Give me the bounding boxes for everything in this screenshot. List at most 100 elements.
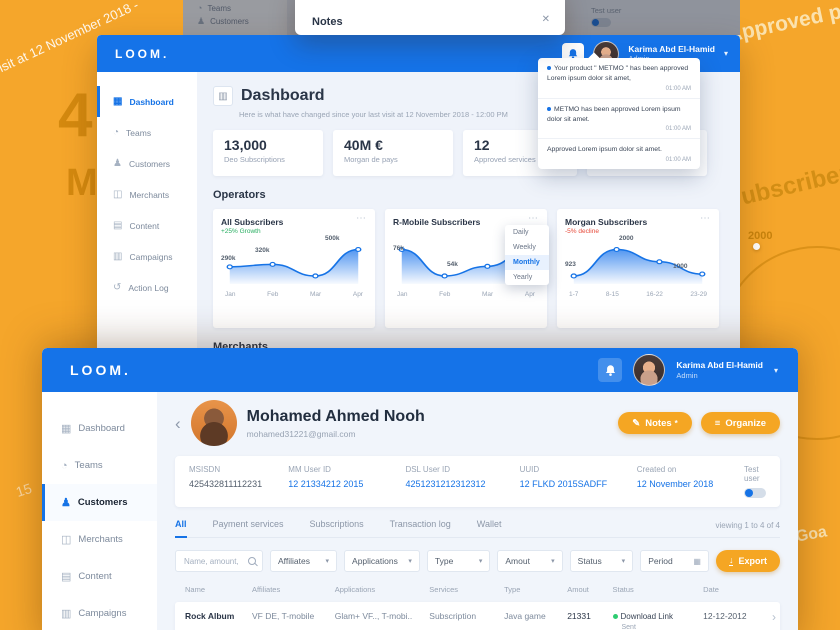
sidebar-item-campaigns[interactable]: ▥ Campaigns bbox=[42, 595, 157, 630]
column-header[interactable]: Date bbox=[703, 585, 719, 594]
operators-section-title: Operators bbox=[213, 189, 266, 201]
sidebar-item-teams[interactable]: ◔ Teams bbox=[183, 0, 287, 13]
sidebar-item-label: Teams bbox=[74, 460, 103, 471]
bell-icon bbox=[605, 364, 616, 376]
sidebar-item-dashboard[interactable]: ▦ Dashboard bbox=[97, 86, 197, 117]
sidebar-item-customers[interactable]: ♟ Customers bbox=[97, 148, 197, 179]
chart-title: Morgan Subscribers bbox=[565, 217, 648, 227]
notification-text: METMO has been approved Lorem ipsum dolo… bbox=[547, 105, 681, 123]
close-icon[interactable]: ✕ bbox=[541, 14, 550, 25]
teams-icon: ◔ bbox=[197, 3, 203, 13]
chevron-down-icon: ▾ bbox=[621, 558, 626, 565]
notification-item[interactable]: Approved Lorem ipsum dolor sit amet. 01:… bbox=[538, 139, 700, 169]
applications-dropdown[interactable]: Applications ▾ bbox=[344, 550, 420, 572]
tab-payment-services[interactable]: Payment services bbox=[212, 519, 284, 529]
tab-subscriptions[interactable]: Subscriptions bbox=[309, 519, 364, 529]
more-options-icon[interactable]: ⋯ bbox=[528, 213, 539, 224]
table-row[interactable]: Rock Album VF DE, T-mobile Glam+ VF.., T… bbox=[175, 602, 780, 630]
test-user-toggle[interactable] bbox=[591, 18, 611, 27]
customers-icon: ♟ bbox=[61, 497, 71, 509]
dropdown-label: Status bbox=[577, 556, 602, 566]
sidebar-item-merchants[interactable]: ◫ Merchants bbox=[97, 179, 197, 210]
field-value: 4251231212312312 bbox=[405, 479, 486, 489]
area-chart bbox=[570, 246, 706, 284]
type-dropdown[interactable]: Type ▾ bbox=[426, 550, 491, 572]
sidebar: ▦ Dashboard ◔ Teams ♟ Customers ◫ Mercha… bbox=[42, 392, 157, 630]
status-sub-text: Sent bbox=[621, 624, 636, 630]
tab-wallet[interactable]: Wallet bbox=[476, 519, 502, 529]
operator-charts: All Subscribers +25% Growth ⋯ 290k 320k … bbox=[213, 209, 724, 328]
notifications-bell-button[interactable] bbox=[598, 358, 623, 382]
stat-label: Morgan de pays bbox=[344, 155, 398, 164]
chevron-down-icon[interactable]: ▾ bbox=[723, 49, 728, 58]
column-header[interactable]: Status bbox=[612, 585, 634, 594]
status-dropdown[interactable]: Status ▾ bbox=[569, 550, 634, 572]
strip-sidebar: ◔ Teams ♟ Customers bbox=[183, 0, 287, 35]
amount-dropdown[interactable]: Amout ▾ bbox=[497, 550, 563, 572]
user-avatar[interactable] bbox=[633, 354, 666, 386]
notifications-panel: Your product " METMO " has been approved… bbox=[538, 58, 700, 170]
search-box[interactable] bbox=[175, 550, 263, 572]
stat-label: Approved services bbox=[474, 155, 536, 164]
field-value: 12 November 2018 bbox=[636, 479, 714, 489]
page-subtitle: Here is what have changed since your las… bbox=[239, 110, 508, 119]
cell-amount: 21331 bbox=[567, 611, 591, 621]
stat-card-deo-subscriptions[interactable]: 13,000 Deo Subscriptions bbox=[213, 130, 323, 176]
customer-name: Mohamed Ahmed Nooh bbox=[246, 407, 425, 425]
sidebar-item-teams[interactable]: ◔ Teams bbox=[42, 447, 157, 484]
period-dropdown[interactable]: Period ▦ bbox=[640, 550, 709, 572]
notification-item[interactable]: Your product " METMO " has been approved… bbox=[538, 58, 700, 99]
more-options-icon[interactable]: ⋯ bbox=[356, 213, 367, 224]
back-chevron-icon[interactable]: ‹ bbox=[175, 413, 181, 433]
export-button[interactable]: ↓ Export bbox=[715, 550, 780, 572]
column-header[interactable]: Amout bbox=[567, 585, 589, 594]
tab-transaction-log[interactable]: Transaction log bbox=[389, 519, 451, 529]
menu-item-weekly[interactable]: Weekly bbox=[513, 244, 536, 251]
menu-item-daily[interactable]: Daily bbox=[513, 229, 529, 236]
notes-button[interactable]: ✎ Notes * bbox=[618, 412, 692, 434]
sidebar-item-dashboard[interactable]: ▦ Dashboard bbox=[42, 410, 157, 447]
sidebar-item-campaigns[interactable]: ▥ Campaigns bbox=[97, 241, 197, 272]
search-icon bbox=[248, 557, 256, 565]
merchants-section-title: Merchants bbox=[213, 341, 269, 351]
notification-time: 01:00 AM bbox=[665, 85, 691, 92]
test-user-toggle[interactable] bbox=[744, 488, 766, 498]
content-icon: ▤ bbox=[113, 220, 123, 231]
column-header[interactable]: Applications bbox=[334, 585, 376, 594]
sidebar-item-merchants[interactable]: ◫ Merchants bbox=[42, 521, 157, 558]
notification-item[interactable]: METMO has been approved Lorem ipsum dolo… bbox=[538, 99, 700, 140]
app-logo[interactable]: LOOM. bbox=[70, 362, 131, 378]
affiliates-dropdown[interactable]: Affiliates ▾ bbox=[270, 550, 338, 572]
stat-card-morgan-de-pays[interactable]: 40M € Morgan de pays bbox=[333, 130, 453, 176]
column-header[interactable]: Name bbox=[185, 585, 206, 594]
field-label: Test user bbox=[744, 465, 760, 483]
table-header: Name Affiliates Applications Services Ty… bbox=[175, 585, 780, 594]
sidebar-item-content[interactable]: ▤ Content bbox=[97, 210, 197, 241]
row-chevron-icon[interactable]: › bbox=[772, 610, 777, 624]
organize-button[interactable]: ≡ Organize bbox=[700, 412, 780, 434]
sidebar-item-action-log[interactable]: ↺ Action Log bbox=[97, 272, 197, 303]
column-header[interactable]: Affiliates bbox=[251, 585, 281, 594]
column-header[interactable]: Services bbox=[429, 585, 459, 594]
chevron-down-icon[interactable]: ▾ bbox=[773, 365, 778, 375]
sidebar-item-teams[interactable]: ◔ Teams bbox=[97, 117, 197, 148]
more-options-icon[interactable]: ⋯ bbox=[700, 213, 711, 224]
x-tick: 8-15 bbox=[605, 291, 619, 298]
sidebar-item-customers[interactable]: ♟ Customers bbox=[42, 484, 157, 521]
sidebar-item-content[interactable]: ▤ Content bbox=[42, 558, 157, 595]
search-input[interactable] bbox=[182, 555, 244, 567]
app-logo[interactable]: LOOM. bbox=[115, 46, 170, 61]
user-name: Karima Abd El-Hamid bbox=[676, 360, 763, 370]
column-header[interactable]: Type bbox=[504, 585, 521, 594]
x-tick: Apr bbox=[352, 291, 363, 298]
sidebar-item-customers[interactable]: ♟ Customers bbox=[183, 13, 287, 27]
point-label: 500k bbox=[325, 235, 340, 242]
sidebar-item-label: Merchants bbox=[129, 189, 170, 200]
tab-all[interactable]: All bbox=[175, 519, 187, 538]
decorative-text-15: 15 bbox=[13, 479, 34, 501]
menu-item-monthly[interactable]: Monthly bbox=[505, 255, 549, 270]
customers-icon: ♟ bbox=[197, 16, 206, 26]
menu-item-yearly[interactable]: Yearly bbox=[513, 274, 533, 281]
sidebar-item-label: Action Log bbox=[128, 282, 169, 293]
viewing-count: viewing 1 to 4 of 4 bbox=[715, 521, 780, 530]
